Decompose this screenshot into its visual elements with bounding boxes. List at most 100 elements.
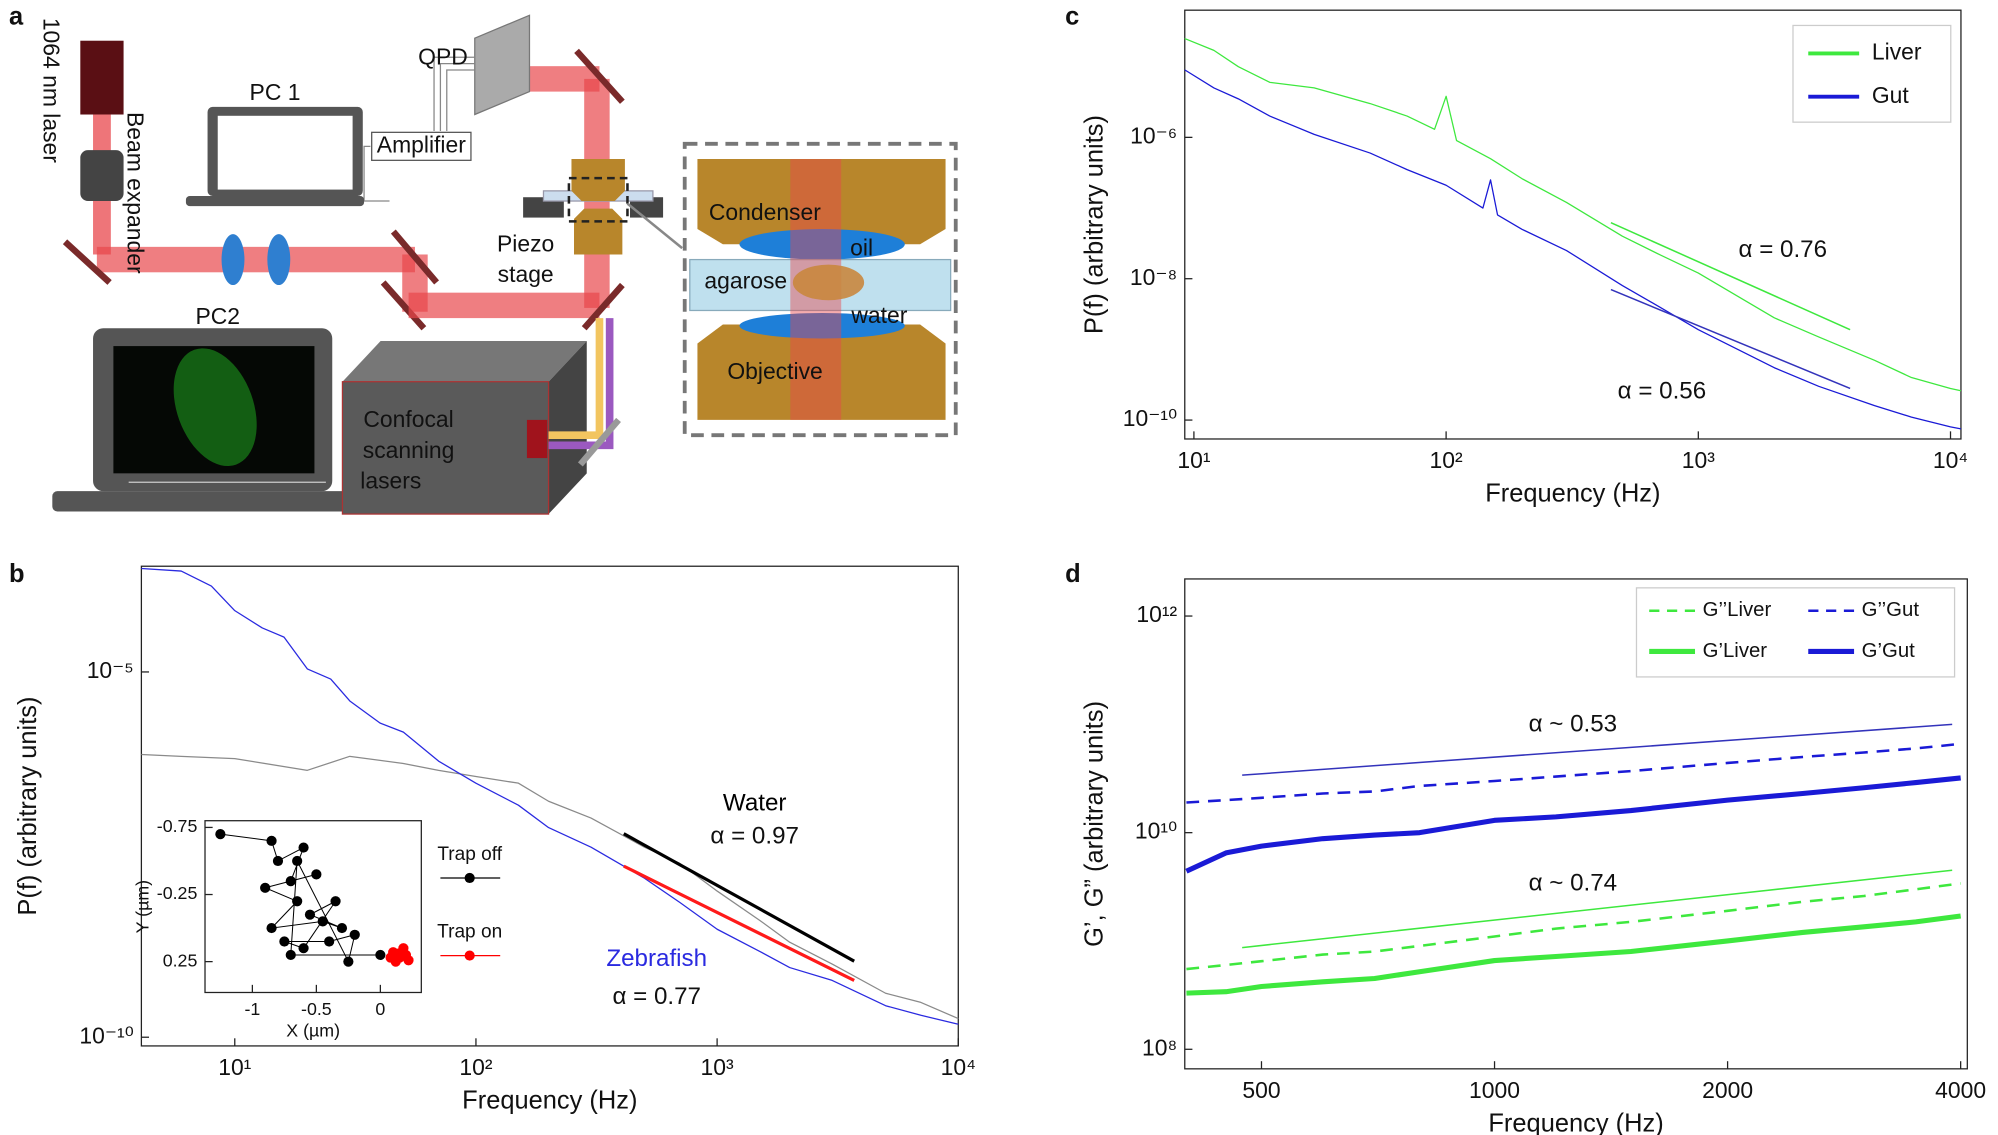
point (311, 869, 322, 880)
legend-label: G’Liver (1703, 640, 1768, 662)
y-tick-label: -0.75 (157, 816, 198, 836)
label: Amplifier (377, 131, 466, 157)
point (403, 955, 414, 966)
panel-label: d (1065, 560, 1081, 588)
legend-box (1635, 587, 1956, 678)
wires (363, 56, 475, 202)
label: water (850, 302, 907, 328)
mirror (380, 280, 427, 331)
mirror (581, 282, 625, 331)
laser-path (548, 318, 614, 450)
label: scanning (363, 437, 455, 463)
point (266, 922, 277, 934)
annotation: α ~ 0.74 (1529, 870, 1618, 897)
legend-label: Trap off (437, 844, 502, 865)
label: agarose (704, 268, 787, 294)
annotation: α ~ 0.53 (1529, 711, 1618, 738)
setup-diagram: 1064 nm laser Beam expander PC 1 QPD Amp… (39, 14, 958, 515)
label: 1064 nm laser (39, 18, 65, 163)
point (324, 936, 335, 947)
panel-label: a (9, 3, 24, 31)
x-tick-label: 500 (1242, 1077, 1280, 1103)
label: Objective (727, 358, 822, 384)
point (285, 876, 296, 887)
laser (80, 40, 124, 115)
confocal-port (526, 419, 548, 459)
point (349, 929, 360, 940)
annotation: α = 0.76 (1739, 236, 1828, 263)
panel-label: c (1065, 3, 1079, 31)
pc2-base (52, 491, 348, 512)
y-tick-label: 10⁸ (1142, 1034, 1177, 1060)
label: PC2 (195, 303, 240, 329)
x-tick-label: 10⁴ (1933, 447, 1968, 473)
series-line (1184, 69, 1962, 430)
label: Confocal (363, 406, 453, 432)
point (336, 922, 348, 934)
x-tick-label: 0 (375, 999, 385, 1019)
laser-path (548, 318, 604, 439)
plot-frame (204, 820, 422, 994)
point (279, 936, 290, 947)
amplifier-box (371, 131, 472, 161)
x-tick-label: 10⁴ (941, 1054, 976, 1080)
confocal-side (548, 341, 587, 515)
beam-expander (80, 150, 124, 202)
zoom-arrow (626, 202, 683, 250)
y-tick-label: 10¹⁰ (1135, 818, 1177, 844)
point (385, 952, 396, 963)
point (375, 949, 386, 961)
zoom-box (567, 176, 629, 223)
point (292, 855, 303, 867)
legend-marker (464, 872, 475, 884)
label: PC 1 (250, 79, 301, 105)
point (343, 956, 354, 967)
annotation: α = 0.97 (710, 823, 799, 850)
x-axis-label: Frequency (Hz) (462, 1087, 637, 1115)
series-line (1185, 775, 1961, 874)
confocal-front (341, 381, 550, 515)
qpd (474, 14, 531, 116)
x-tick-label: -1 (244, 999, 260, 1019)
point (292, 896, 303, 907)
point (260, 882, 271, 893)
beam (408, 292, 600, 319)
point (330, 896, 341, 907)
y-tick-label: 10⁻⁶ (1130, 122, 1177, 148)
y-tick-label: 10⁻¹⁰ (79, 1022, 133, 1048)
y-axis-label: Y (µm) (133, 880, 153, 933)
fit-line (1242, 869, 1953, 949)
x-tick-label: -0.5 (301, 999, 332, 1019)
label: Beam expander (123, 112, 149, 274)
legend-label: G’Gut (1862, 640, 1915, 662)
x-tick-label: 1000 (1469, 1077, 1520, 1103)
y-axis-label: G’, G” (arbitrary units) (1080, 701, 1108, 947)
annotation: α = 0.56 (1618, 377, 1707, 404)
mirror (574, 48, 625, 104)
y-tick-label: 10⁻⁵ (87, 657, 134, 683)
mirror (390, 229, 440, 285)
pc1-base (185, 195, 365, 207)
piezo-block (523, 197, 564, 218)
fit-line (1242, 723, 1953, 776)
series-line (1186, 913, 1962, 996)
legend-label: Gut (1872, 82, 1910, 108)
point (393, 948, 404, 959)
series-line (141, 753, 959, 1020)
series-line (141, 567, 959, 1025)
y-tick-label: 10⁻⁸ (1130, 264, 1177, 290)
zoom-panel (682, 141, 958, 438)
point (298, 943, 309, 954)
panel-label: b (9, 560, 25, 588)
legend-label: G’’Gut (1862, 599, 1920, 621)
x-tick-label: 10¹ (218, 1054, 251, 1080)
label: Condenser (709, 199, 821, 225)
pc1-screen (217, 115, 353, 190)
series-label: Zebrafish (606, 945, 707, 972)
fit-line (1610, 288, 1851, 390)
y-tick-label: 10¹² (1136, 601, 1177, 627)
point (266, 835, 277, 846)
x-tick-label: 10² (459, 1054, 492, 1080)
